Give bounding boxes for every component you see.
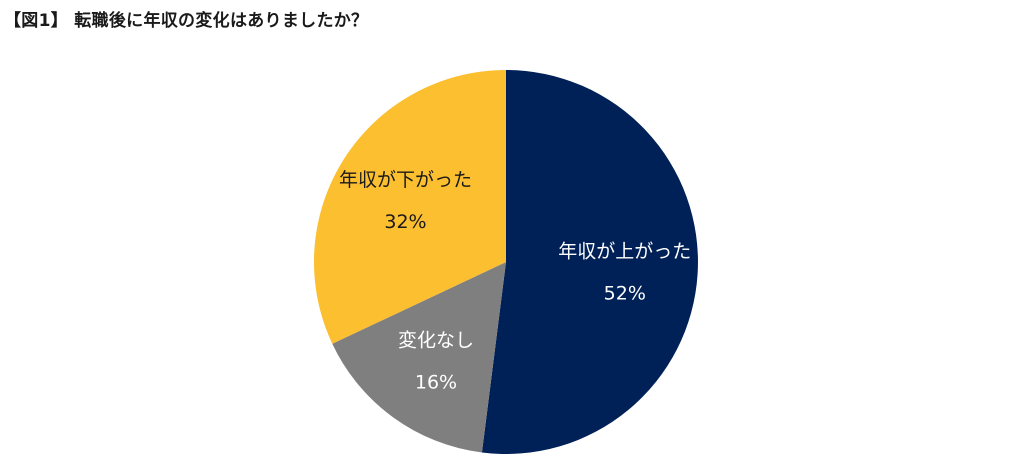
slice-value-label: 32% [384,211,426,233]
slice-value-label: 16% [415,371,457,393]
slice-category-label: 変化なし [398,329,474,351]
pie-labels: 年収が上がった 52% 変化なし 16% 年収が下がった 32% [339,169,691,393]
pie-slice [332,262,506,453]
slice-value-label: 52% [604,283,646,305]
chart-title: 【図1】 転職後に年収の変化はありましたか？ [4,11,369,31]
pie-slices [313,70,698,454]
pie-slice [481,70,698,454]
slice-category-label: 年収が下がった [339,169,472,191]
slice-category-label: 年収が上がった [558,241,691,263]
pie-slice [313,70,506,344]
